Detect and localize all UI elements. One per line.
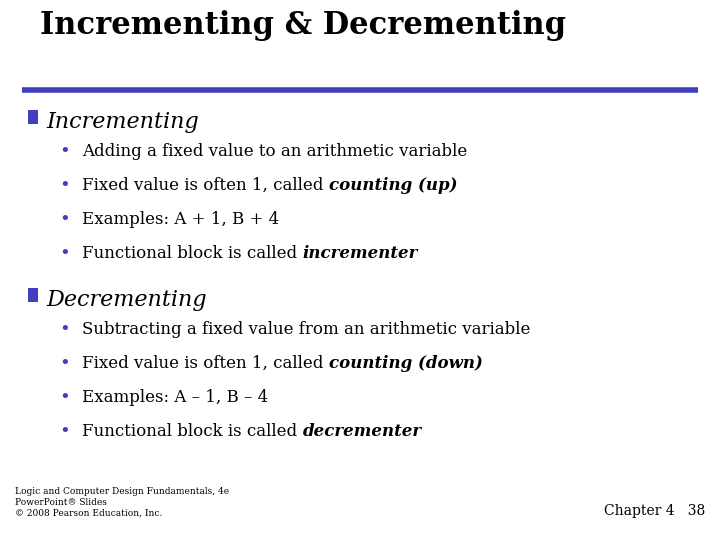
Text: counting (down): counting (down) (328, 355, 482, 372)
Text: •: • (60, 177, 71, 195)
Text: Incrementing: Incrementing (46, 111, 199, 133)
Text: incrementer: incrementer (302, 245, 418, 262)
Text: Fixed value is often 1, called: Fixed value is often 1, called (82, 177, 328, 194)
Text: •: • (60, 355, 71, 373)
Text: Subtracting a fixed value from an arithmetic variable: Subtracting a fixed value from an arithm… (82, 321, 531, 338)
Text: counting (up): counting (up) (328, 177, 457, 194)
Text: Functional block is called: Functional block is called (82, 245, 302, 262)
Text: Fixed value is often 1, called: Fixed value is often 1, called (82, 355, 328, 372)
Bar (28, 288, 38, 302)
Text: Examples: A + 1, B + 4: Examples: A + 1, B + 4 (82, 211, 279, 228)
Text: •: • (60, 211, 71, 229)
Text: Logic and Computer Design Fundamentals, 4e
PowerPoint® Slides
© 2008 Pearson Edu: Logic and Computer Design Fundamentals, … (15, 487, 229, 518)
Text: Incrementing & Decrementing: Incrementing & Decrementing (40, 10, 566, 41)
Text: decrementer: decrementer (302, 423, 421, 440)
Text: •: • (60, 245, 71, 263)
Text: Adding a fixed value to an arithmetic variable: Adding a fixed value to an arithmetic va… (82, 143, 467, 160)
Text: •: • (60, 143, 71, 161)
Bar (28, 110, 38, 124)
Text: •: • (60, 321, 71, 339)
Text: •: • (60, 423, 71, 441)
Text: Chapter 4   38: Chapter 4 38 (604, 504, 705, 518)
Text: Examples: A – 1, B – 4: Examples: A – 1, B – 4 (82, 389, 269, 406)
Text: Decrementing: Decrementing (46, 289, 207, 311)
Text: •: • (60, 389, 71, 407)
Text: Functional block is called: Functional block is called (82, 423, 302, 440)
